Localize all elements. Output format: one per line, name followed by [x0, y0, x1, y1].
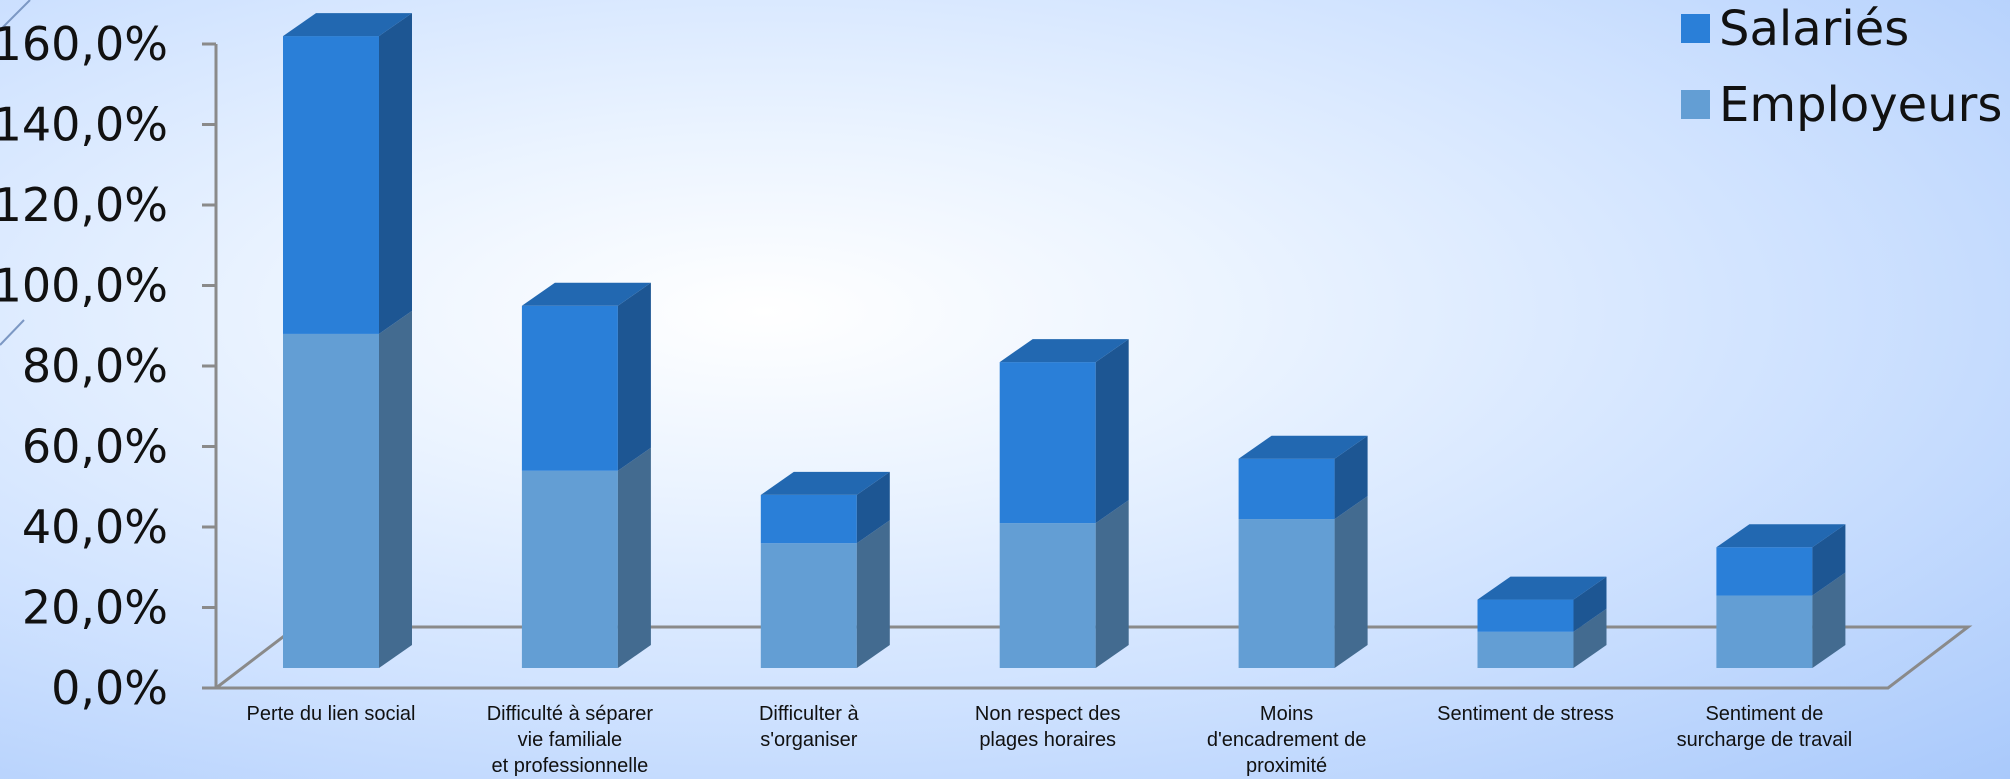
chart-legend: Salariés Employeurs [1681, 1, 2002, 133]
bar-segment-employeurs-2 [760, 520, 890, 668]
legend-swatch [1681, 14, 1710, 43]
bar-top [521, 282, 651, 306]
decor-line-left [0, 319, 25, 346]
bar-front [283, 333, 379, 668]
x-category-label: Perte du lien social [247, 703, 416, 725]
bar-segment-employeurs-3 [999, 500, 1129, 668]
y-tick-label: 60,0% [22, 420, 168, 474]
bar-side [1812, 572, 1846, 668]
bar-top [1238, 435, 1368, 459]
chart-axes [202, 42, 1973, 690]
bar-segment-salari-s-5 [1477, 576, 1607, 632]
bar-top [999, 339, 1129, 363]
bar-front [1477, 631, 1574, 668]
x-category-label: Sentiment de surcharge de travail [1677, 703, 1853, 751]
bar-front [1477, 599, 1574, 632]
bar-segment-employeurs-6 [1716, 572, 1846, 668]
bar-top [1716, 524, 1846, 548]
bar-side [856, 471, 890, 544]
bar-side [379, 310, 412, 668]
y-tick-label: 140,0% [0, 98, 168, 152]
bar-front [1238, 519, 1335, 668]
bar-segment-employeurs-4 [1238, 496, 1368, 668]
bar-side [1812, 524, 1846, 596]
bar-side [1334, 496, 1368, 668]
y-tick-label: 100,0% [0, 259, 168, 313]
bar-top [283, 13, 412, 37]
legend-item-employeurs: Employeurs [1681, 77, 2002, 133]
bar-front [1716, 547, 1813, 596]
bar-segment-employeurs-5 [1477, 608, 1607, 668]
bar-front [283, 36, 379, 334]
x-category-labels: Perte du lien social Difficulté à séparer… [247, 703, 1853, 777]
y-tick-label: 40,0% [22, 500, 168, 554]
bar-segment-employeurs-0 [283, 310, 412, 668]
bar-segment-salari-s-1 [521, 282, 651, 471]
y-tick-label: 160,0% [0, 17, 168, 71]
legend-label: Employeurs [1719, 77, 2002, 133]
bar-front [521, 305, 618, 471]
bar-front [999, 362, 1096, 524]
bar-top [760, 471, 890, 495]
legend-swatch [1681, 90, 1710, 119]
y-tick-label: 80,0% [22, 339, 168, 393]
decor-line-top [0, 0, 31, 31]
x-category-label: Difficulter à s'organiser [759, 703, 860, 751]
bar-side [1095, 500, 1129, 668]
chart-bars [283, 13, 1846, 668]
bar-segment-salari-s-0 [283, 13, 412, 334]
bar-front [1238, 458, 1335, 520]
bar-front [999, 523, 1096, 668]
bar-side [856, 520, 890, 668]
legend-item-salari-s: Salariés [1681, 1, 1909, 57]
bar-side [1334, 435, 1368, 520]
bar-front [760, 543, 857, 668]
bar-side [617, 282, 651, 471]
bar-segment-salari-s-2 [760, 471, 890, 544]
legend-label: Salariés [1719, 1, 1909, 57]
bar-side [1573, 608, 1607, 668]
y-tick-labels: 0,0% 20,0% 40,0% 60,0% 80,0% 100,0% 120,0% 140,… [0, 17, 168, 715]
bar-front [521, 470, 618, 668]
bar-front [1716, 595, 1813, 668]
bar-segment-salari-s-6 [1716, 524, 1846, 596]
bar-side [379, 13, 412, 334]
y-tick-label: 20,0% [22, 581, 168, 635]
bar-side [1095, 339, 1129, 524]
bar-front [760, 494, 857, 544]
bar-segment-employeurs-1 [521, 447, 651, 668]
bar-side [617, 447, 651, 668]
x-category-label: Difficulté à séparer vie familiale et prof… [487, 703, 654, 777]
x-category-label: Sentiment de stress [1437, 703, 1614, 725]
bar-top [1477, 576, 1607, 600]
y-tick-label: 120,0% [0, 178, 168, 232]
x-category-label: Non respect des plages horaires [975, 703, 1121, 751]
bar-segment-salari-s-3 [999, 339, 1129, 524]
bar-side [1573, 576, 1607, 632]
chart-floor [211, 625, 1973, 690]
y-tick-label: 0,0% [51, 661, 168, 715]
bar-segment-salari-s-4 [1238, 435, 1368, 520]
x-category-label: Moins d'encadrement de proximité [1207, 703, 1366, 777]
